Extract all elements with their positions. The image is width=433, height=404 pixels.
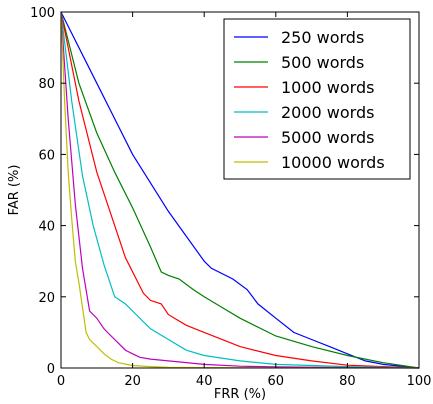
- y-axis-label: FAR (%): [7, 165, 22, 216]
- y-tick-label: 100: [30, 6, 55, 21]
- series-line-5: [60, 11, 420, 369]
- tick-layer: 0 20 40 60 80 100 0 20 40 60 80 100: [30, 6, 431, 389]
- x-tick-label: 100: [407, 374, 432, 389]
- x-axis-label: FRR (%): [214, 387, 266, 402]
- x-tick-label: 0: [57, 374, 65, 389]
- series-line-0: [60, 11, 420, 369]
- legend: 250 words 500 words 1000 words 2000 words 50…: [223, 18, 411, 180]
- legend-label-4: 5000 words: [281, 128, 374, 147]
- y-tick-label: 20: [38, 291, 55, 306]
- y-tick-label: 40: [38, 220, 55, 235]
- x-tick-label: 80: [339, 374, 356, 389]
- legend-label-1: 500 words: [281, 53, 364, 72]
- y-tick-label: 0: [47, 362, 55, 377]
- legend-label-2: 1000 words: [281, 78, 374, 97]
- y-tick-label: 60: [38, 148, 55, 163]
- legend-box: [223, 18, 411, 180]
- legend-label-0: 250 words: [281, 28, 364, 47]
- legend-label-3: 2000 words: [281, 103, 374, 122]
- series-line-1: [60, 11, 420, 369]
- series-line-4: [60, 11, 420, 369]
- x-tick-label: 20: [124, 374, 141, 389]
- x-tick-label: 40: [196, 374, 213, 389]
- series-layer: [60, 11, 420, 369]
- series-line-3: [60, 11, 420, 369]
- plot-frame: [60, 11, 420, 369]
- x-tick-label: 60: [268, 374, 285, 389]
- series-line-2: [60, 11, 420, 369]
- legend-label-5: 10000 words: [281, 153, 385, 172]
- y-tick-label: 80: [38, 77, 55, 92]
